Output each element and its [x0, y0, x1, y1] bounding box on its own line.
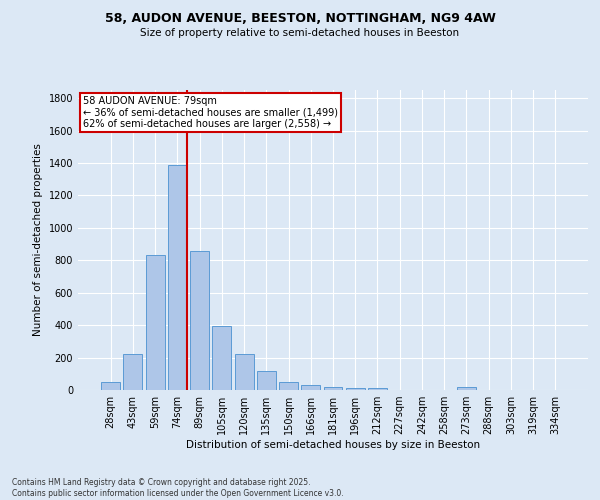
Bar [190, 250, 209, 390]
Bar [124, 354, 142, 390]
Bar [457, 387, 476, 390]
Bar [101, 382, 120, 390]
Bar [212, 326, 231, 390]
Bar [368, 388, 387, 390]
Text: Size of property relative to semi-detached houses in Beeston: Size of property relative to semi-detach… [140, 28, 460, 38]
Bar [168, 164, 187, 390]
Text: Contains HM Land Registry data © Crown copyright and database right 2025.
Contai: Contains HM Land Registry data © Crown c… [12, 478, 344, 498]
X-axis label: Distribution of semi-detached houses by size in Beeston: Distribution of semi-detached houses by … [186, 440, 480, 450]
Bar [279, 382, 298, 390]
Bar [323, 387, 343, 390]
Bar [301, 385, 320, 390]
Bar [235, 354, 254, 390]
Y-axis label: Number of semi-detached properties: Number of semi-detached properties [33, 144, 43, 336]
Bar [146, 256, 164, 390]
Text: 58, AUDON AVENUE, BEESTON, NOTTINGHAM, NG9 4AW: 58, AUDON AVENUE, BEESTON, NOTTINGHAM, N… [104, 12, 496, 26]
Text: 58 AUDON AVENUE: 79sqm
← 36% of semi-detached houses are smaller (1,499)
62% of : 58 AUDON AVENUE: 79sqm ← 36% of semi-det… [83, 96, 338, 129]
Bar [257, 370, 276, 390]
Bar [346, 388, 365, 390]
